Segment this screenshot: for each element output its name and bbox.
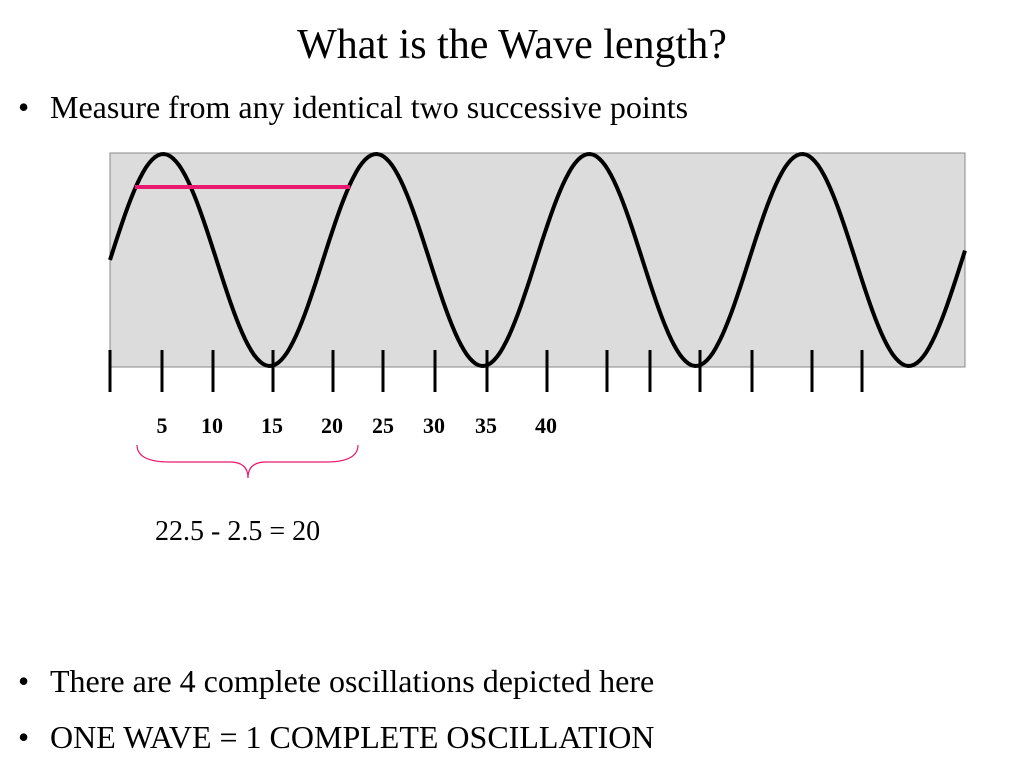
axis-label: 15 (261, 413, 283, 438)
bullet-text: Measure from any identical two successiv… (50, 89, 688, 125)
wave (108, 151, 967, 369)
axis-label: 40 (535, 413, 557, 438)
tick-marks (108, 350, 864, 392)
axis-label: 30 (423, 413, 445, 438)
axis-label: 10 (201, 413, 223, 438)
axis-labels: 5 10 15 20 25 30 35 40 (157, 413, 558, 438)
bullet-text: ONE WAVE = 1 COMPLETE OSCILLATION (50, 719, 654, 755)
bullet-dot: • (18, 89, 29, 125)
axis-label: 5 (157, 413, 168, 438)
equation: 22.5 - 2.5 = 20 (155, 516, 320, 547)
axis-label: 35 (475, 413, 497, 438)
title: What is the Wave length? (297, 22, 727, 68)
brace (136, 444, 359, 479)
bullet-text: There are 4 complete oscillations depict… (50, 663, 654, 699)
axis-label: 25 (372, 413, 394, 438)
bullet-dot: • (18, 663, 29, 699)
axis-label: 20 (321, 413, 343, 438)
bullet-dot: • (18, 719, 29, 755)
